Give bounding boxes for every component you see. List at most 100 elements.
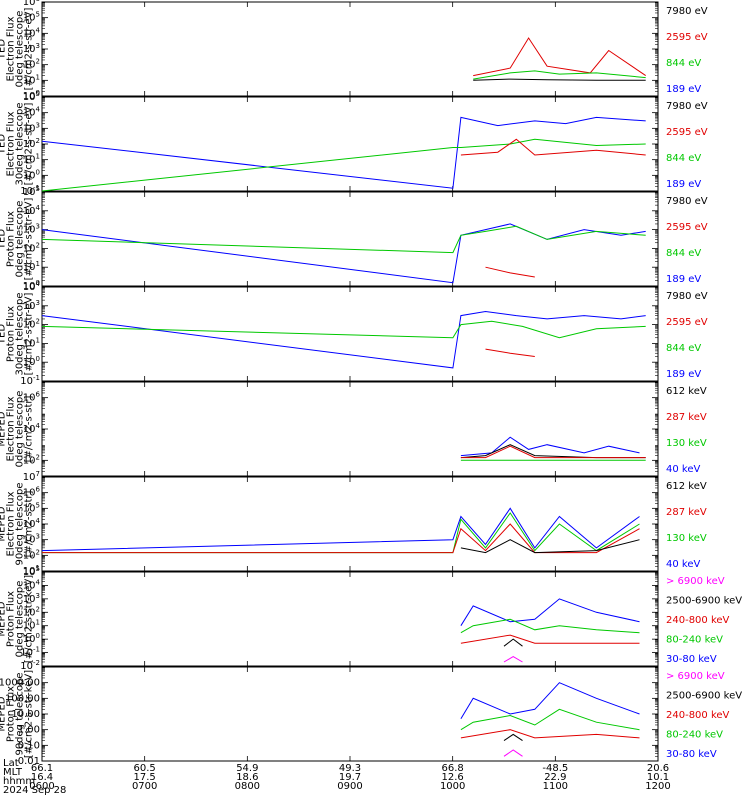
y-tick-label: 103 bbox=[23, 592, 40, 605]
y-tick-label: 1000.00 bbox=[0, 678, 40, 689]
y-axis-label-line: Electron Flux bbox=[6, 396, 17, 461]
y-axis-label-line: Electron Flux bbox=[6, 491, 17, 556]
channel-label: 80-240 keV bbox=[666, 635, 723, 646]
channel-label: 189 eV bbox=[666, 179, 701, 190]
y-tick-label: 10-2 bbox=[20, 659, 40, 672]
channel-label: 189 eV bbox=[666, 369, 701, 380]
y-tick-label: 102 bbox=[23, 318, 40, 331]
y-axis-label-line: MEPED bbox=[0, 696, 8, 731]
lat-row-label: Lat bbox=[3, 758, 19, 769]
series-line bbox=[485, 266, 535, 278]
y-tick-label: 102 bbox=[23, 241, 40, 254]
y-axis-label-line: MEPED bbox=[0, 601, 8, 636]
hhmm-row-label: hhmm bbox=[3, 776, 36, 787]
y-tick-label: 105 bbox=[23, 565, 40, 578]
channel-label: 7980 eV bbox=[666, 101, 708, 112]
y-tick-label: 10-1 bbox=[20, 374, 40, 387]
y-tick-label: 10-1 bbox=[20, 184, 40, 197]
series-line bbox=[460, 618, 640, 634]
y-tick-label: 101 bbox=[23, 564, 40, 577]
y-axis-label-line: Proton Flux bbox=[6, 686, 17, 742]
channel-label: 189 eV bbox=[666, 274, 701, 285]
y-axis-label: TEDElectron Flux0deg telescope[#/cm2-s-s… bbox=[0, 8, 35, 91]
y-tick-label: 106 bbox=[23, 391, 41, 404]
x-lat-label: 54.9 bbox=[236, 763, 258, 774]
x-mlt-label: 22.9 bbox=[544, 772, 566, 783]
y-axis-label-line: [#/cm2-s-str-eV] bbox=[24, 293, 35, 376]
x-axis-row-labels: Lat MLT hhmm 2024 Sep 28 bbox=[3, 758, 66, 796]
x-hhmm-label: 0800 bbox=[235, 781, 260, 792]
y-axis-label-line: [#/cm2-s-str-eV] bbox=[24, 198, 35, 281]
channel-label: 2500-6900 keV bbox=[666, 691, 742, 702]
y-tick-label: 100 bbox=[23, 279, 40, 292]
y-tick-label: 102 bbox=[23, 137, 40, 150]
y-tick-label: 103 bbox=[23, 121, 40, 134]
y-axis-label-line: 90deg telescope bbox=[15, 482, 26, 565]
channel-label: 844 eV bbox=[666, 343, 701, 354]
y-tick-label: 104 bbox=[23, 517, 41, 530]
y-axis-label: MEPEDProton Flux0deg telescope[#/cm2-s-s… bbox=[0, 575, 35, 663]
y-axis-label-line: Proton Flux bbox=[6, 591, 17, 647]
y-tick-label: 0.10 bbox=[18, 740, 40, 751]
panel-frame bbox=[41, 286, 659, 382]
y-tick-label: 102 bbox=[23, 605, 40, 618]
y-tick-label: 10.00 bbox=[11, 709, 40, 720]
y-axis-label-line: 30deg telescope bbox=[15, 292, 26, 375]
y-tick-label: 101 bbox=[23, 260, 40, 273]
channel-label: 2595 eV bbox=[666, 222, 708, 233]
y-tick-label: 104 bbox=[23, 26, 41, 39]
y-axis-label-line: 30deg telescope bbox=[15, 102, 26, 185]
channel-label: 30-80 keV bbox=[666, 654, 717, 665]
y-tick-label: 10-1 bbox=[20, 646, 40, 659]
series-line bbox=[460, 682, 640, 719]
series-line bbox=[485, 348, 535, 357]
channel-label: 2595 eV bbox=[666, 317, 708, 328]
series-line bbox=[460, 598, 640, 626]
y-tick-label: 104 bbox=[23, 106, 41, 119]
y-tick-label: 104 bbox=[23, 578, 41, 591]
y-tick-label: 105 bbox=[23, 11, 40, 24]
panel-frame bbox=[41, 191, 659, 287]
y-axis-label-line: [#/cm2-s-str-keV] bbox=[24, 575, 35, 663]
series-line bbox=[41, 507, 640, 552]
panel-frame bbox=[41, 476, 659, 572]
y-axis-label: MEPEDElectron Flux0deg telescope[#/cm2-s… bbox=[0, 391, 35, 468]
y-tick-label: 104 bbox=[23, 422, 41, 435]
y-tick-label: 100 bbox=[23, 355, 40, 368]
y-axis-label: TEDProton Flux0deg telescope[#/cm2-s-str… bbox=[0, 198, 35, 281]
y-tick-label: 100 bbox=[23, 89, 40, 102]
series-line bbox=[460, 729, 640, 739]
x-lat-label: 60.5 bbox=[134, 763, 156, 774]
channel-label: 612 keV bbox=[666, 386, 707, 397]
series-line bbox=[460, 634, 640, 644]
x-mlt-label: 12.6 bbox=[442, 772, 464, 783]
series-line bbox=[41, 320, 646, 339]
y-tick-label: 100 bbox=[23, 632, 40, 645]
y-tick-label: 106 bbox=[23, 0, 41, 8]
channel-label: 844 eV bbox=[666, 58, 701, 69]
series-line bbox=[41, 223, 646, 284]
y-tick-label: 105 bbox=[23, 185, 40, 198]
channel-label: 2595 eV bbox=[666, 32, 708, 43]
channel-label: 844 eV bbox=[666, 153, 701, 164]
y-axis-label-line: [#/cm2-s-str] bbox=[24, 490, 35, 557]
series-line bbox=[503, 656, 523, 663]
x-lat-label: 49.3 bbox=[339, 763, 361, 774]
y-axis-label-line: Electron Flux bbox=[6, 16, 17, 81]
x-mlt-label: 18.6 bbox=[236, 772, 258, 783]
y-axis-label-line: TED bbox=[0, 324, 8, 345]
y-tick-label: 103 bbox=[23, 533, 40, 546]
y-axis-label-line: TED bbox=[0, 39, 8, 60]
y-axis-label-line: 0deg telescope bbox=[15, 11, 26, 88]
x-lat-label: 66.8 bbox=[442, 763, 464, 774]
y-tick-label: 102 bbox=[23, 58, 40, 71]
y-axis-label-line: 0deg telescope bbox=[15, 581, 26, 658]
panel-frame bbox=[41, 666, 659, 762]
channel-label: 2595 eV bbox=[666, 127, 708, 138]
x-hhmm-label: 1000 bbox=[440, 781, 465, 792]
x-hhmm-label: 1100 bbox=[543, 781, 568, 792]
x-mlt-label: 16.4 bbox=[31, 772, 53, 783]
